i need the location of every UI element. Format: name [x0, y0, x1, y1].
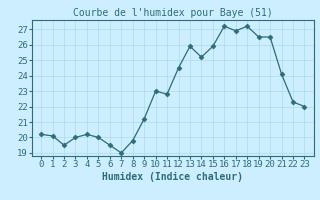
- Title: Courbe de l'humidex pour Baye (51): Courbe de l'humidex pour Baye (51): [73, 8, 273, 18]
- X-axis label: Humidex (Indice chaleur): Humidex (Indice chaleur): [102, 172, 243, 182]
